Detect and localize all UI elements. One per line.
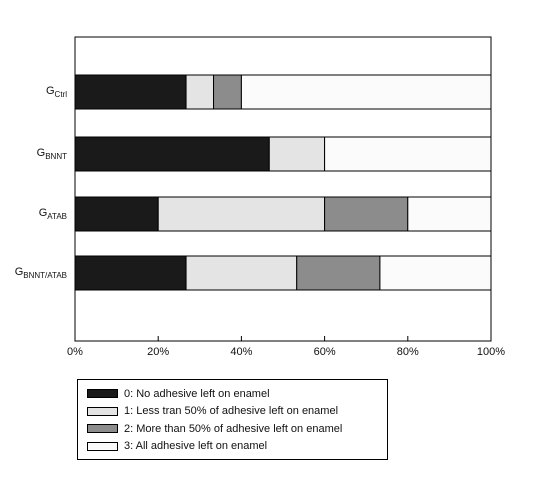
bar-segment-1-0 — [74, 136, 270, 172]
legend-item-2: 2: More than 50% of adhesive left on ena… — [87, 420, 387, 438]
bar-segment-2-1 — [157, 196, 326, 232]
bar-segment-3-2 — [296, 255, 381, 291]
bar-segment-0-0 — [74, 74, 187, 110]
x-tick-label-3: 60% — [314, 346, 336, 358]
bar-segment-2-0 — [74, 196, 159, 232]
category-label-2: GATAB — [39, 207, 67, 221]
legend-label-3: 3: All adhesive left on enamel — [124, 440, 268, 453]
bar-segment-0-3 — [240, 74, 492, 110]
legend-item-0: 0: No adhesive left on enamel — [87, 385, 387, 403]
category-label-3: GBNNT/ATAB — [15, 266, 67, 280]
legend: 0: No adhesive left on enamel 1: Less tra… — [77, 379, 388, 460]
x-axis: 0% 20% 40% 60% 80% 100% — [67, 336, 505, 358]
x-tick-label-1: 20% — [147, 346, 169, 358]
x-tick-label-0: 0% — [67, 346, 83, 358]
legend-label-2: 2: More than 50% of adhesive left on ena… — [124, 422, 343, 435]
category-label-0: GCtrl — [46, 85, 67, 99]
bar-segment-2-2 — [324, 196, 409, 232]
category-labels: GCtrl GBNNT GATAB GBNNT/ATAB — [15, 85, 67, 280]
legend-swatch-3 — [87, 441, 118, 451]
bar-segment-2-3 — [407, 196, 492, 232]
legend-swatch-1 — [87, 406, 118, 416]
bar-segment-3-0 — [74, 255, 187, 291]
bar-segment-1-1 — [268, 136, 326, 172]
legend-label-0: 0: No adhesive left on enamel — [124, 387, 270, 400]
bar-segment-3-3 — [379, 255, 492, 291]
bar-segment-0-2 — [213, 74, 242, 110]
x-tick-label-2: 40% — [230, 346, 252, 358]
legend-swatch-2 — [87, 424, 118, 434]
bars-group — [74, 74, 492, 291]
legend-swatch-0 — [87, 389, 118, 399]
legend-label-1: 1: Less tran 50% of adhesive left on ena… — [124, 405, 339, 418]
legend-item-1: 1: Less tran 50% of adhesive left on ena… — [87, 403, 387, 421]
legend-item-3: 3: All adhesive left on enamel — [87, 438, 387, 456]
bar-segment-0-1 — [185, 74, 215, 110]
category-label-1: GBNNT — [37, 147, 67, 161]
x-tick-label-4: 80% — [397, 346, 419, 358]
bar-segment-1-3 — [324, 136, 492, 172]
x-tick-label-5: 100% — [477, 346, 505, 358]
bar-segment-3-1 — [185, 255, 298, 291]
